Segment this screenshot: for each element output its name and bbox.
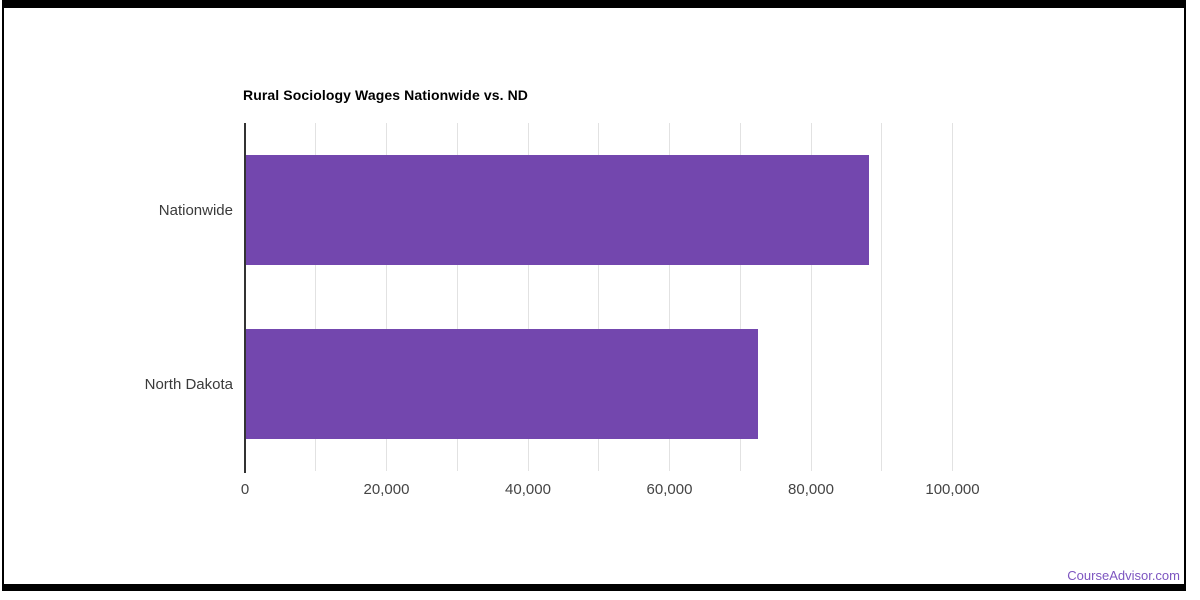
bar-north-dakota [246, 329, 759, 439]
x-tick-label: 0 [240, 481, 250, 498]
category-label: North Dakota [144, 375, 233, 393]
gridline [881, 123, 883, 471]
x-tick-label: 80,000 [788, 481, 834, 498]
x-tick-label: 20,000 [363, 481, 410, 498]
x-tick-label: 60,000 [646, 481, 693, 498]
chart-title: Rural Sociology Wages Nationwide vs. ND [243, 87, 528, 103]
x-tick-label: 40,000 [505, 481, 551, 498]
gridline [386, 123, 387, 471]
bar-nationwide [246, 155, 869, 265]
chart-frame: Rural Sociology Wages Nationwide vs. ND … [2, 0, 1186, 591]
gridline [527, 123, 529, 471]
gridline [952, 123, 953, 471]
x-tick-label: 100,000 [925, 481, 980, 498]
gridline [315, 123, 317, 471]
y-axis-line [244, 123, 246, 473]
category-label: Nationwide [158, 201, 233, 219]
gridline [739, 123, 741, 471]
gridline [669, 123, 670, 471]
gridline [598, 123, 600, 471]
gridline [810, 123, 812, 471]
courseadvisor-link[interactable]: CourseAdvisor.com [1067, 568, 1180, 583]
gridline [456, 123, 458, 471]
